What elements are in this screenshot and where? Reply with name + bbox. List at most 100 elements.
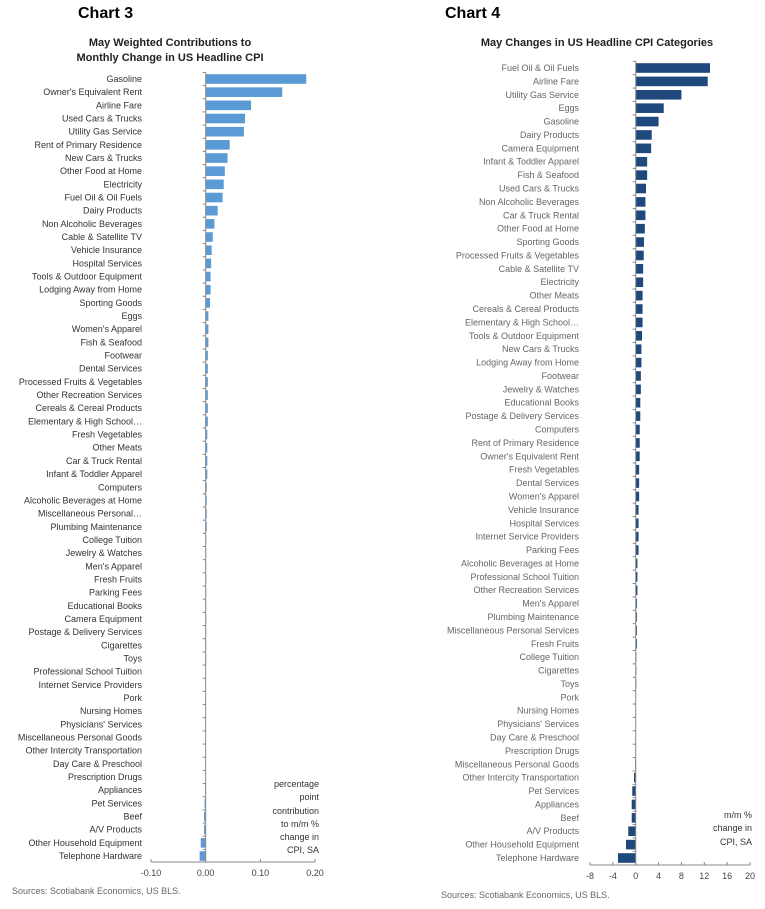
chart4-x-tick-label: -4 [609,871,617,881]
chart3-bar [205,179,224,190]
chart4-bar [635,317,643,328]
chart3-category-label: Appliances [98,785,143,795]
chart4-bar [626,839,636,850]
chart3-category-label: Telephone Hardware [59,851,142,861]
unit-line: contribution [272,805,319,816]
chart4-x-tick-label: 20 [745,871,755,881]
chart3-bar [205,495,207,506]
chart3-bar [205,403,208,414]
chart4-category-label: Fish & Seafood [517,170,579,180]
chart3-category-label: Hospital Services [72,258,142,268]
chart4-bar [635,384,641,395]
chart3-category-label: Educational Books [67,601,142,611]
chart4-category-label: Internet Service Providers [475,532,579,542]
chart4-x-tick-label: -8 [586,871,594,881]
chart3-category-label: Fresh Fruits [94,574,143,584]
chart3-bar [205,482,207,493]
chart3-bar [205,87,283,97]
chart4-category-label: College Tuition [519,652,579,662]
chart4-bar [635,250,644,261]
chart3-x-tick-label: 0.10 [252,868,270,878]
chart4-bar [635,451,640,462]
chart4-category-label: Beef [560,813,579,823]
chart4-bar [635,143,652,154]
chart4-bar [635,304,643,314]
chart4-bar [635,63,710,73]
chart3-category-label: Toys [123,653,142,663]
chart3-bar [205,153,228,163]
chart3-category-label: Airline Fare [96,100,142,110]
chart4-category-label: Nursing Homes [517,706,580,716]
chart4-bar [635,210,646,221]
chart4-category-label: Hospital Services [509,518,579,528]
chart4-bar [635,344,642,354]
chart3-category-label: Vehicle Insurance [71,245,142,255]
chart4-category-label: Cigarettes [538,666,580,676]
chart4-label: Chart 4 [445,5,501,22]
chart4-category-label: Men's Apparel [522,599,579,609]
chart3-category-label: Pet Services [91,798,142,808]
chart3-category-label: Infant & Toddler Apparel [46,469,142,479]
chart3-category-label: Cereals & Cereal Products [35,403,142,413]
chart4-category-label: New Cars & Trucks [502,344,580,354]
chart3-category-label: Electricity [103,179,142,189]
chart4-bar [635,585,638,596]
chart4-bar [635,183,646,194]
chart4-category-label: Sporting Goods [516,237,579,247]
chart4-bar [635,277,644,288]
chart4-category-label: Vehicle Insurance [508,505,579,515]
chart4-category-label: Gasoline [543,117,579,127]
chart4-category-label: Rent of Primary Residence [471,438,579,448]
chart4-category-label: A/V Products [526,826,579,836]
chart4-category-label: Dairy Products [520,130,580,140]
chart3-category-label: Plumbing Maintenance [50,522,142,532]
chart3-title-line2: Monthly Change in US Headline CPI [76,52,264,64]
chart4-bar [635,330,642,341]
chart4-bar [618,853,636,863]
chart4-bar [635,531,639,542]
chart3-category-label: Professional School Tuition [33,667,142,677]
chart4-category-label: Postage & Delivery Services [465,411,579,421]
chart4-bar [635,438,640,448]
chart4-bar [635,290,643,301]
chart3-bar [205,192,223,203]
unit-line: percentage [273,779,319,789]
chart4-category-label: Other Intercity Transportation [462,773,579,783]
chart3-category-label: Cigarettes [101,640,143,650]
chart4-category-label: Used Cars & Trucks [499,184,580,194]
chart4-category-label: Women's Apparel [509,491,579,501]
chart4-category-label: Physicians' Services [497,719,579,729]
chart3-category-label: Other Food at Home [60,166,142,176]
chart4-bar [635,223,645,234]
chart4-category-label: Educational Books [504,398,579,408]
chart3-category-label: Pork [123,693,142,703]
chart3-title-line1: May Weighted Contributions to [88,37,252,49]
chart3-bar [205,469,208,479]
chart4-category-label: Fuel Oil & Oil Fuels [501,63,579,73]
chart3-category-label: Tools & Outdoor Equipment [32,272,143,282]
chart3-bar [205,324,209,335]
chart3-category-label: Utility Gas Service [68,127,142,137]
chart4-bar [635,518,639,529]
unit-line: m/m % [724,810,752,820]
chart3-category-label: Internet Service Providers [38,680,142,690]
chart4-category-label: Cable & Satellite TV [499,264,579,274]
chart3-category-label: New Cars & Trucks [65,153,143,163]
chart3-bar [205,205,218,216]
chart3-bar [205,521,207,532]
chart3-bar [204,824,206,835]
chart3-category-label: Physicians' Services [60,719,142,729]
chart3-category-label: Dental Services [79,364,143,374]
chart4-category-label: Other Household Equipment [465,840,579,850]
chart3-category-label: Postage & Delivery Services [28,627,142,637]
chart4-category-label: Footwear [541,371,579,381]
chart4-category-label: Airline Fare [533,76,579,86]
chart3-category-label: Other Household Equipment [28,838,142,848]
chart4-bar [635,491,640,502]
chart4-category-label: Fresh Vegetables [509,465,580,475]
chart4-category-label: Appliances [535,799,580,809]
chart4-bar [628,826,636,837]
chart3-bar [205,166,225,176]
chart3-bar [205,271,211,282]
chart3-category-label: Men's Apparel [85,561,142,571]
